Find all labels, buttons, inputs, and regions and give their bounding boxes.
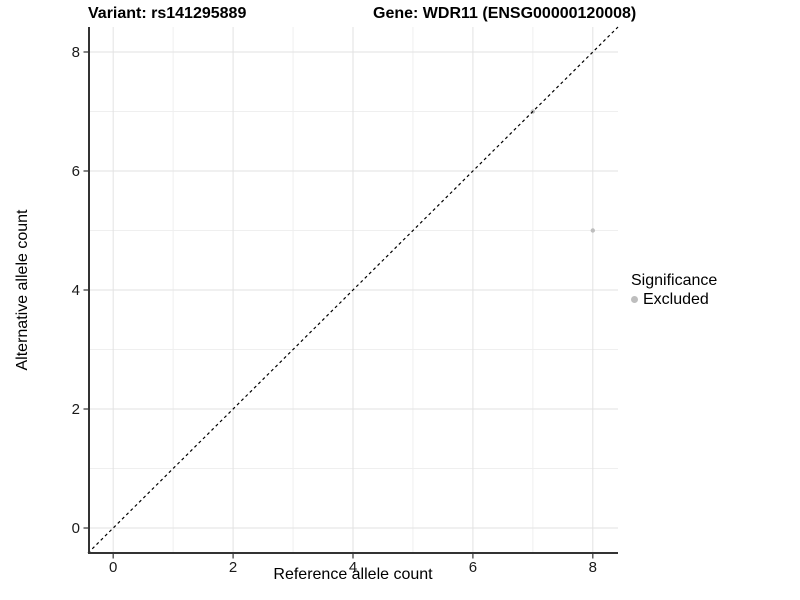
x-tick-label: 4: [349, 559, 357, 576]
data-point: [590, 228, 596, 233]
plot-title-gene: Gene: WDR11 (ENSG00000120008): [373, 5, 637, 22]
y-tick-label: 8: [72, 44, 80, 61]
x-tick-label: 6: [469, 559, 477, 576]
x-tick-label: 8: [589, 559, 597, 576]
excluded-point-icon: [631, 296, 638, 303]
legend-title: Significance: [631, 272, 718, 289]
y-tick-label: 0: [72, 520, 80, 537]
y-tick-label: 2: [72, 401, 80, 418]
x-tick-label: 2: [229, 559, 237, 576]
x-tick-label: 0: [109, 559, 117, 576]
legend-item-label: Excluded: [643, 291, 709, 308]
legend-item-excluded: Excluded: [631, 290, 717, 309]
identity-line: [87, 26, 619, 554]
y-tick-label: 4: [72, 282, 80, 299]
x-axis-title: Reference allele count: [273, 566, 433, 583]
legend: Significance Excluded: [631, 271, 717, 309]
y-axis-title: Alternative allele count: [14, 209, 31, 371]
plot-title-variant: Variant: rs141295889: [88, 5, 247, 22]
y-tick-label: 6: [72, 163, 80, 180]
